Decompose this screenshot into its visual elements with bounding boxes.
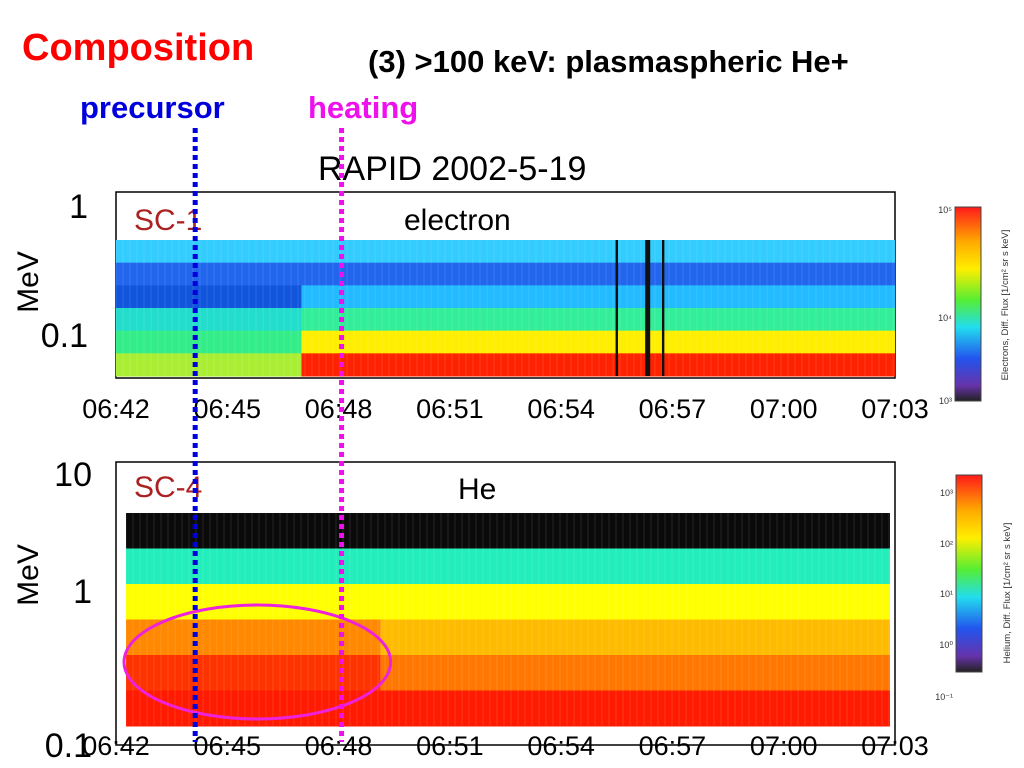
- helium-y-axis-label: MeV: [12, 544, 45, 606]
- helium-y-ticks: 10 1 0.1: [45, 456, 92, 765]
- spectrogram-band-3-segment-1: [126, 584, 890, 620]
- x-tick-label: 07:03: [861, 731, 929, 761]
- colorbar-tick-label: 10⁻¹: [935, 692, 953, 702]
- x-tick-label: 06:48: [305, 731, 373, 761]
- spectrogram-band-5-segment-1: [126, 655, 381, 691]
- slide-title: Composition: [22, 27, 254, 69]
- colorbar-tick-label: 10²: [940, 539, 953, 549]
- data-gap-line: [661, 240, 665, 376]
- electron-species-label: electron: [404, 204, 511, 237]
- spectrogram-band-3-segment-2: [301, 285, 895, 309]
- colorbar-tick-label: 10⁰: [939, 640, 953, 650]
- x-tick-label: 06:42: [82, 731, 150, 761]
- colorbar-tick-label: 10⁵: [938, 205, 952, 215]
- spectrogram-band-4-segment-1: [126, 619, 381, 656]
- sc4-panel-label: SC-4: [134, 471, 202, 504]
- figure-title: RAPID 2002-5-19: [318, 150, 586, 188]
- event-markers: [192, 128, 345, 742]
- x-tick-label: 06:57: [639, 394, 707, 424]
- spectrogram-band-6-segment-1: [126, 690, 890, 727]
- electron-data-gaps: [615, 240, 665, 376]
- x-tick-label: 07:03: [861, 394, 929, 424]
- helium-colorbar-ticks: 10³ 10² 10¹ 10⁰ 10⁻¹: [935, 488, 953, 702]
- x-tick-label: 06:45: [193, 731, 261, 761]
- sc1-panel-label: SC-1: [134, 204, 202, 237]
- spectrogram-band-4-segment-1: [116, 308, 302, 332]
- colorbar-tick-label: 10³: [939, 396, 952, 406]
- spectrogram-band-5-segment-2: [301, 330, 895, 354]
- spectrogram-band-5-segment-1: [116, 330, 302, 354]
- spectrogram-band-2-segment-1: [126, 548, 890, 585]
- spectrogram-band-4-segment-2: [380, 619, 890, 656]
- y-tick-label: 0.1: [45, 727, 92, 765]
- x-tick-label: 06:57: [639, 731, 707, 761]
- heating-label: heating: [308, 90, 418, 125]
- colorbar-tick-label: 10¹: [940, 589, 953, 599]
- spectrogram-band-5-segment-2: [380, 655, 890, 691]
- helium-spectrogram: [125, 513, 890, 727]
- heating-highlight-ellipse: [122, 603, 393, 721]
- spectrogram-band-2-segment-1: [116, 262, 895, 286]
- spectrogram-band-6-segment-1: [116, 353, 302, 377]
- spectrogram-band-1-segment-1: [126, 513, 890, 549]
- spectrogram-band-6-segment-2: [301, 353, 895, 377]
- x-tick-label: 06:54: [527, 731, 595, 761]
- electron-panel: SC-1 electron MeV 10.1 06:42 06:45 06:48 06…: [12, 188, 1011, 424]
- colorbar-tick-label: 10⁴: [938, 313, 952, 323]
- x-tick-label: 06:51: [416, 394, 484, 424]
- electron-colorbar: [954, 206, 982, 402]
- x-tick-label: 06:51: [416, 731, 484, 761]
- electron-x-ticks: 06:42 06:45 06:48 06:51 06:54 06:57 07:00 07:03: [82, 394, 929, 424]
- spectrogram-band-3-segment-1: [116, 285, 302, 309]
- y-tick-label: 10: [54, 456, 92, 494]
- electron-colorbar-label: Electrons, Diff. Flux [1/cm² sr s keV]: [1000, 230, 1011, 381]
- spectrogram-band-4-segment-2: [301, 308, 895, 332]
- helium-colorbar: [955, 474, 983, 673]
- x-tick-label: 06:42: [82, 394, 150, 424]
- x-tick-label: 07:00: [750, 394, 818, 424]
- electron-y-ticks: 10.1: [41, 188, 88, 355]
- electron-spectrogram: [115, 240, 895, 377]
- spectrogram-band-1-segment-1: [116, 240, 895, 264]
- y-tick-label: 1: [69, 188, 88, 226]
- y-tick-label: 1: [73, 573, 92, 611]
- y-tick-label: 0.1: [41, 317, 88, 355]
- data-gap-line: [615, 240, 618, 376]
- colorbar-tick-label: 10³: [940, 488, 953, 498]
- electron-colorbar-ticks: 10⁵ 10⁴ 10³: [938, 205, 952, 406]
- slide-subtitle: (3) >100 keV: plasmaspheric He+: [368, 44, 849, 79]
- helium-species-label: He: [458, 473, 496, 506]
- x-tick-label: 06:54: [527, 394, 595, 424]
- helium-colorbar-label: Helium, Diff. Flux [1/cm² sr s keV]: [1002, 523, 1013, 664]
- electron-y-axis-label: MeV: [12, 251, 45, 313]
- precursor-label: precursor: [80, 90, 225, 125]
- heating-highlight: [122, 603, 393, 721]
- x-tick-label: 07:00: [750, 731, 818, 761]
- x-tick-label: 06:45: [193, 394, 261, 424]
- data-gap-line: [645, 240, 651, 376]
- x-tick-label: 06:48: [305, 394, 373, 424]
- helium-x-ticks: 06:42 06:45 06:48 06:51 06:54 06:57 07:00 07:03: [82, 731, 929, 761]
